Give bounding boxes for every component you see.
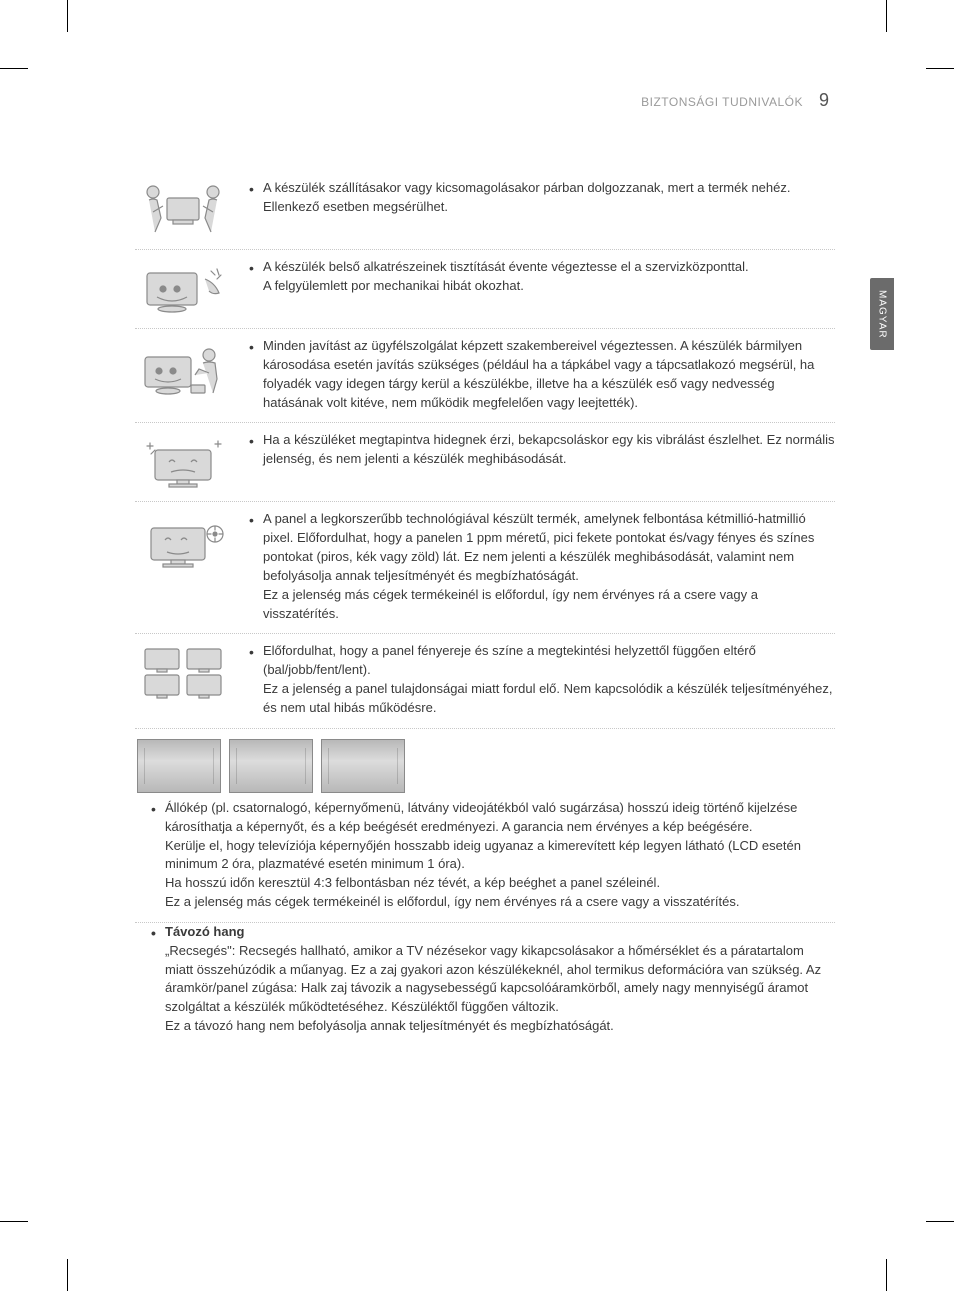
crop-mark <box>914 1211 954 1251</box>
bullet-text: A panel a legkorszerűbb technológiával k… <box>249 510 835 585</box>
page-header: BIZTONSÁGI TUDNIVALÓK 9 <box>135 90 835 111</box>
safety-text: A készülék belső alkatrészeinek tisztítá… <box>249 258 835 296</box>
header-page-number: 9 <box>819 90 829 111</box>
safety-item: Állókép (pl. csatornalogó, képernyőmenü,… <box>135 799 835 923</box>
safety-item: Távozó hang „Recsegés": Recsegés hallhat… <box>135 923 835 1046</box>
safety-text: Előfordulhat, hogy a panel fényereje és … <box>249 642 835 717</box>
safety-item: A panel a legkorszerűbb technológiával k… <box>135 502 835 634</box>
bullet-text: A készülék szállításakor vagy kicsomagol… <box>249 179 835 198</box>
crop-tick <box>67 0 68 32</box>
burn-in-thumbnails <box>135 729 835 799</box>
thumbnail <box>321 739 405 793</box>
crop-tick <box>886 0 887 32</box>
safety-text: Ha a készüléket megtapintva hidegnek érz… <box>249 431 835 469</box>
thumbnail <box>229 739 313 793</box>
bullet-text: A készülék belső alkatrészeinek tisztítá… <box>249 258 835 277</box>
illustration-two-people-carry <box>135 179 231 239</box>
safety-item: Ha a készüléket megtapintva hidegnek érz… <box>135 423 835 502</box>
crop-tick <box>886 1259 887 1291</box>
safety-text: Minden javítást az ügyfélszolgálat képze… <box>249 337 835 412</box>
sub-text: A felgyülemlett por mechanikai hibát oko… <box>249 277 835 296</box>
illustration-tv-cleaning <box>135 258 231 318</box>
sub-text: Ez a jelenség más cégek termékeinél is e… <box>249 586 835 624</box>
bullet-text: Előfordulhat, hogy a panel fényereje és … <box>249 642 835 680</box>
sub-text: Ha hosszú időn keresztül 4:3 felbontásba… <box>139 874 831 893</box>
bullet-text: Állókép (pl. csatornalogó, képernyőmenü,… <box>139 799 831 837</box>
sub-text: Ez a távozó hang nem befolyásolja annak … <box>139 1017 831 1036</box>
crop-mark <box>914 58 954 98</box>
bullet-text: Ha a készüléket megtapintva hidegnek érz… <box>249 431 835 469</box>
sub-text: Ez a jelenség a panel tulajdonságai miat… <box>249 680 835 718</box>
safety-text: A panel a legkorszerűbb technológiával k… <box>249 510 835 623</box>
illustration-tv-pixels <box>135 510 231 576</box>
sub-text: „Recsegés": Recsegés hallható, amikor a … <box>139 942 831 1017</box>
sub-text: Ez a jelenség más cégek termékeinél is e… <box>139 893 831 912</box>
bullet-text: Minden javítást az ügyfélszolgálat képze… <box>249 337 835 412</box>
crop-tick <box>67 1259 68 1291</box>
illustration-four-tvs <box>135 642 231 702</box>
safety-item: Előfordulhat, hogy a panel fényereje és … <box>135 634 835 728</box>
safety-item: A készülék szállításakor vagy kicsomagol… <box>135 171 835 250</box>
thumbnail <box>137 739 221 793</box>
sub-text: Ellenkező esetben megsérülhet. <box>249 198 835 217</box>
safety-item: Minden javítást az ügyfélszolgálat képze… <box>135 329 835 423</box>
crop-mark <box>0 1211 40 1251</box>
bullet-heading: Távozó hang <box>139 923 831 942</box>
safety-text: A készülék szállításakor vagy kicsomagol… <box>249 179 835 217</box>
sub-text: Kerülje el, hogy televíziója képernyőjén… <box>139 837 831 875</box>
language-tab: MAGYAR <box>870 278 894 350</box>
illustration-tv-cold <box>135 431 231 491</box>
illustration-tv-service <box>135 337 231 403</box>
page-content: BIZTONSÁGI TUDNIVALÓK 9 A készülék száll… <box>135 90 835 1046</box>
crop-mark <box>0 58 40 98</box>
safety-item: A készülék belső alkatrészeinek tisztítá… <box>135 250 835 329</box>
header-section-title: BIZTONSÁGI TUDNIVALÓK <box>641 95 803 109</box>
